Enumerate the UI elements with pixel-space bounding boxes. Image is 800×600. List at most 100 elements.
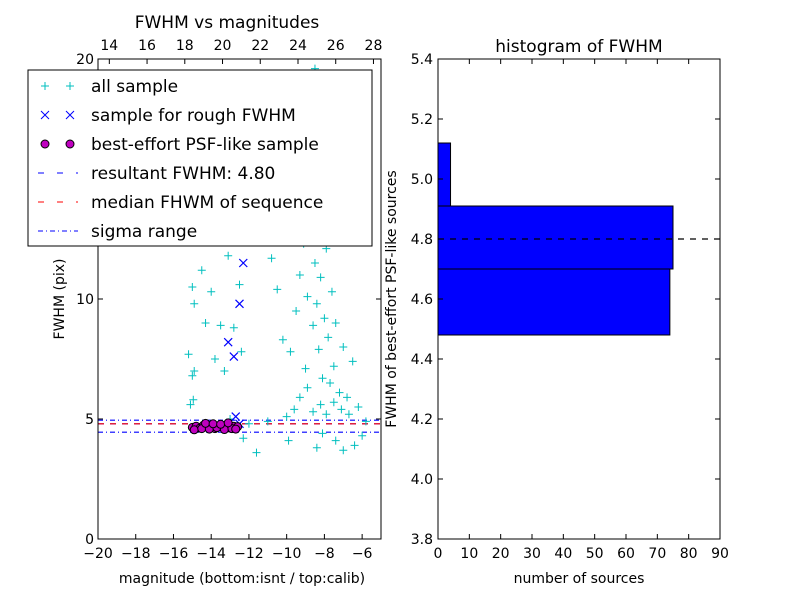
scatter-y-label: FWHM (pix) — [52, 259, 68, 340]
legend-box — [27, 69, 373, 247]
x-tick-label: 70 — [648, 546, 666, 562]
scatter-legend: all sample sample for rough FWHM best-ef… — [27, 69, 373, 247]
legend-entry-psf-sample: best-effort PSF-like sample — [40, 135, 319, 155]
all-sample-point — [282, 412, 291, 421]
x-tick-label: −12 — [234, 546, 264, 562]
psf-sample-point — [201, 418, 211, 428]
all-sample-point — [339, 446, 348, 455]
all-sample-point — [335, 388, 344, 397]
legend-label-median-fwhm: median FHWM of sequence — [91, 193, 323, 213]
legend-entry-resultant-fwhm: resultant FWHM: 4.80 — [38, 164, 275, 184]
all-sample-point — [210, 355, 219, 363]
y-tick-label: 10 — [76, 292, 94, 308]
rough-sample-point — [231, 412, 241, 422]
all-sample-point — [309, 407, 318, 416]
all-sample-point — [188, 283, 197, 291]
all-sample-point — [303, 292, 312, 301]
y-tick-label: 4.8 — [411, 232, 433, 248]
all-sample-point — [339, 343, 348, 351]
x-tick-label: 30 — [523, 546, 541, 562]
top-x-tick-label: 26 — [327, 38, 345, 54]
top-x-tick-label: 20 — [214, 38, 232, 54]
all-sample-point — [361, 417, 370, 426]
all-sample-point — [244, 419, 253, 428]
x-tick-label: −8 — [314, 546, 335, 562]
scatter-x-label: magnitude (bottom:isnt / top:calib) — [119, 571, 365, 587]
psf-sample-point — [231, 424, 241, 434]
all-sample-point — [316, 400, 325, 409]
scatter-axes-frame — [97, 58, 382, 540]
psf-sample-point — [216, 419, 226, 429]
all-sample-point — [295, 393, 304, 402]
all-sample-point — [292, 307, 301, 315]
all-sample-point — [301, 364, 310, 373]
histogram-bar — [437, 205, 674, 270]
y-tick-label: 20 — [76, 52, 94, 68]
x-tick-label: −10 — [272, 546, 302, 562]
all-sample-point — [273, 285, 282, 294]
all-sample-point — [312, 299, 321, 308]
x-tick-label: 50 — [586, 546, 604, 562]
all-sample-point — [295, 271, 304, 279]
all-sample-point — [318, 374, 327, 383]
legend-entry-all-sample: all sample — [41, 77, 178, 97]
all-sample-point — [267, 254, 276, 263]
all-sample-point — [331, 436, 340, 445]
all-sample-point — [207, 287, 216, 296]
top-x-tick-label: 22 — [251, 38, 269, 54]
all-sample-point — [314, 345, 323, 354]
x-tick-label: 0 — [434, 546, 443, 562]
all-sample-point — [316, 273, 325, 282]
x-tick-label: −20 — [83, 546, 113, 562]
y-tick-label: 4.4 — [411, 352, 433, 368]
legend-entry-rough-sample: sample for rough FWHM — [40, 106, 296, 126]
x-tick-label: 10 — [460, 546, 478, 562]
y-tick-label: 4.0 — [411, 472, 433, 488]
all-sample-point — [290, 405, 299, 414]
all-sample-point — [320, 314, 329, 323]
all-sample-point — [344, 410, 353, 419]
all-sample-point — [220, 367, 229, 375]
all-sample-point — [229, 323, 238, 332]
legend-label-psf-sample: best-effort PSF-like sample — [91, 135, 319, 155]
psf-sample-point — [189, 425, 199, 435]
all-sample-point — [263, 417, 272, 426]
histogram-title: histogram of FWHM — [495, 37, 662, 57]
all-sample-point — [216, 321, 225, 330]
all-sample-point — [337, 405, 346, 414]
scatter-title: FWHM vs magnitudes — [135, 13, 320, 33]
all-sample-point — [239, 434, 248, 443]
legend-circle-marker — [40, 139, 75, 149]
y-tick-label: 5 — [85, 412, 94, 428]
all-sample-point — [326, 379, 335, 387]
all-sample-point — [329, 398, 338, 407]
x-tick-label: −16 — [159, 546, 189, 562]
all-sample-point — [350, 441, 359, 450]
all-sample-point — [252, 448, 261, 457]
y-tick-label: 0 — [85, 532, 94, 548]
histogram-bar — [437, 268, 671, 336]
all-sample-point — [186, 400, 195, 409]
all-sample-point — [197, 266, 206, 275]
y-tick-label: 5.2 — [411, 112, 433, 128]
top-x-tick-label: 18 — [176, 38, 194, 54]
y-tick-label: 3.8 — [411, 532, 433, 548]
all-sample-point — [303, 383, 312, 392]
y-tick-label: 4.6 — [411, 292, 433, 308]
legend-label-all-sample: all sample — [91, 77, 178, 97]
histogram-x-label: number of sources — [514, 571, 645, 587]
all-sample-point — [324, 333, 333, 342]
x-tick-label: 40 — [554, 546, 572, 562]
y-tick-label: 4.2 — [411, 412, 433, 428]
all-sample-point — [358, 431, 367, 440]
psf-sample-point — [223, 418, 233, 428]
all-sample-point — [224, 251, 233, 260]
top-x-tick-label: 14 — [100, 38, 118, 54]
all-sample-point — [284, 436, 293, 445]
all-sample-point — [329, 362, 338, 371]
scatter-chart: −20 −18 −16 −14 −12 −10 −8 −6 14 16 18 20 22 24 26 28 0 5… — [27, 13, 382, 587]
all-sample-point — [189, 395, 198, 404]
psf-sample-point — [208, 419, 218, 429]
histogram-chart: 0 10 20 30 40 50 60 70 80 90 3.8 4.0 4.2 4.4 4.6 4.8 5.0… — [384, 37, 729, 587]
